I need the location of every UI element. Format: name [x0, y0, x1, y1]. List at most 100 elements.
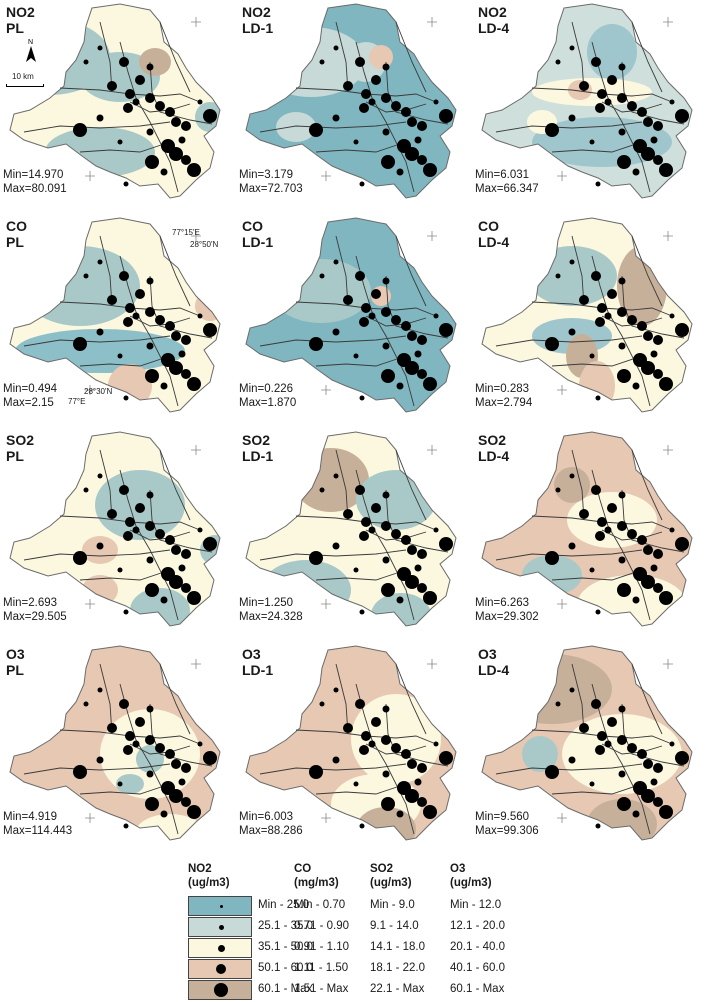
station-marker [569, 45, 575, 51]
concentration-zone [351, 694, 441, 784]
station-marker [607, 503, 617, 513]
scale-label: 10 km [12, 72, 34, 81]
scenario-label: LD-4 [478, 448, 510, 464]
station-marker [96, 114, 104, 122]
station-marker [391, 315, 401, 325]
boundary-line [159, 449, 191, 521]
station-marker [169, 789, 183, 803]
station-marker [119, 271, 129, 281]
station-marker [595, 609, 601, 615]
station-marker [145, 93, 155, 103]
min-value: Min=0.494 [3, 383, 58, 395]
boundary-line [591, 255, 651, 407]
station-marker [123, 823, 129, 829]
station-marker [96, 542, 104, 550]
map-panel-no2-pl: NO2 PL Min=14.970 Max=80.091 [0, 2, 236, 214]
station-marker [309, 123, 323, 137]
station-marker [591, 271, 601, 281]
station-marker [589, 567, 595, 573]
panel-stats: Min=9.560 Max=99.306 [475, 810, 539, 838]
graticule-mark [85, 599, 95, 609]
station-marker [618, 491, 626, 499]
station-marker [632, 168, 640, 176]
graticule-mark [191, 445, 201, 455]
legend-range-no2: 60.1 - Max [258, 983, 313, 995]
station-marker [617, 583, 631, 597]
boundary-line [79, 355, 171, 367]
district-outline [481, 645, 693, 841]
concentration-map [481, 217, 693, 413]
boundary-line [631, 449, 663, 521]
map-panel-so2-ld-1: SO2 LD-1 Min=1.250 Max=24.328 [236, 430, 472, 642]
boundary-line [551, 569, 643, 581]
station-marker [119, 57, 129, 67]
station-marker [353, 781, 359, 787]
boundary-line [551, 783, 643, 795]
boundary-line [591, 41, 651, 193]
station-marker [309, 551, 323, 565]
station-marker [332, 328, 340, 336]
station-marker [607, 289, 617, 299]
station-marker [396, 168, 404, 176]
boundary-line [355, 255, 415, 407]
panel-title: SO2 PL [6, 432, 34, 464]
min-value: Min=6.031 [475, 169, 530, 181]
station-marker [643, 545, 653, 555]
station-marker [568, 756, 576, 764]
station-marker [146, 63, 154, 71]
station-marker [405, 789, 419, 803]
station-marker [555, 59, 561, 65]
station-marker [641, 789, 655, 803]
boundary-line [531, 729, 673, 745]
station-marker [545, 337, 559, 351]
station-marker [569, 473, 575, 479]
legend-row: 35.1 - 50.0 0.91 - 1.10 14.1 - 18.0 20.1 - … [188, 938, 708, 960]
legend-range-so2: 22.1 - Max [370, 983, 425, 995]
panel-stats: Min=6.263 Max=29.302 [475, 596, 539, 624]
concentration-zone [579, 361, 615, 411]
boundary-line [259, 335, 407, 347]
station-marker [597, 89, 607, 99]
station-marker [165, 321, 175, 331]
station-marker [555, 701, 561, 707]
panel-title: NO2 PL [6, 4, 35, 36]
graticule-mark [321, 813, 331, 823]
station-marker [382, 770, 390, 778]
map-panel-co-pl: CO PL Min=0.494 Max=2.15 [0, 216, 236, 428]
station-marker [641, 361, 655, 375]
station-marker [146, 770, 154, 778]
scale-bar: 10 km [6, 72, 46, 92]
station-marker [597, 303, 607, 313]
station-marker [417, 549, 427, 559]
station-marker [405, 361, 419, 375]
station-marker [391, 529, 401, 539]
station-marker [355, 699, 365, 709]
legend-range-o3: 60.1 - Max [450, 983, 505, 995]
boundary-line [59, 515, 201, 531]
station-marker [178, 564, 186, 572]
legend-swatch [188, 959, 252, 979]
station-marker [382, 705, 390, 713]
boundary-line [149, 489, 213, 553]
boundary-line [495, 549, 643, 561]
max-value: Max=88.286 [239, 825, 303, 837]
station-marker [417, 335, 427, 345]
boundary-line [355, 469, 415, 621]
legend-row: 50.1 - 60.0 1.11 - 1.50 18.1 - 22.0 40.1 - … [188, 959, 708, 981]
station-marker [181, 369, 191, 379]
panel-stats: Min=6.003 Max=88.286 [239, 810, 303, 838]
station-marker [333, 259, 339, 265]
station-marker [132, 98, 140, 106]
station-marker [617, 521, 627, 531]
boundary-line [621, 275, 685, 339]
station-marker [145, 307, 155, 317]
graticule-mark [557, 599, 567, 609]
station-marker [197, 527, 203, 533]
station-marker [669, 527, 675, 533]
concentration-zone [369, 45, 393, 69]
station-marker [181, 335, 191, 345]
station-marker [417, 797, 427, 807]
station-marker [332, 542, 340, 550]
boundary-line [295, 729, 437, 745]
station-marker [96, 756, 104, 764]
